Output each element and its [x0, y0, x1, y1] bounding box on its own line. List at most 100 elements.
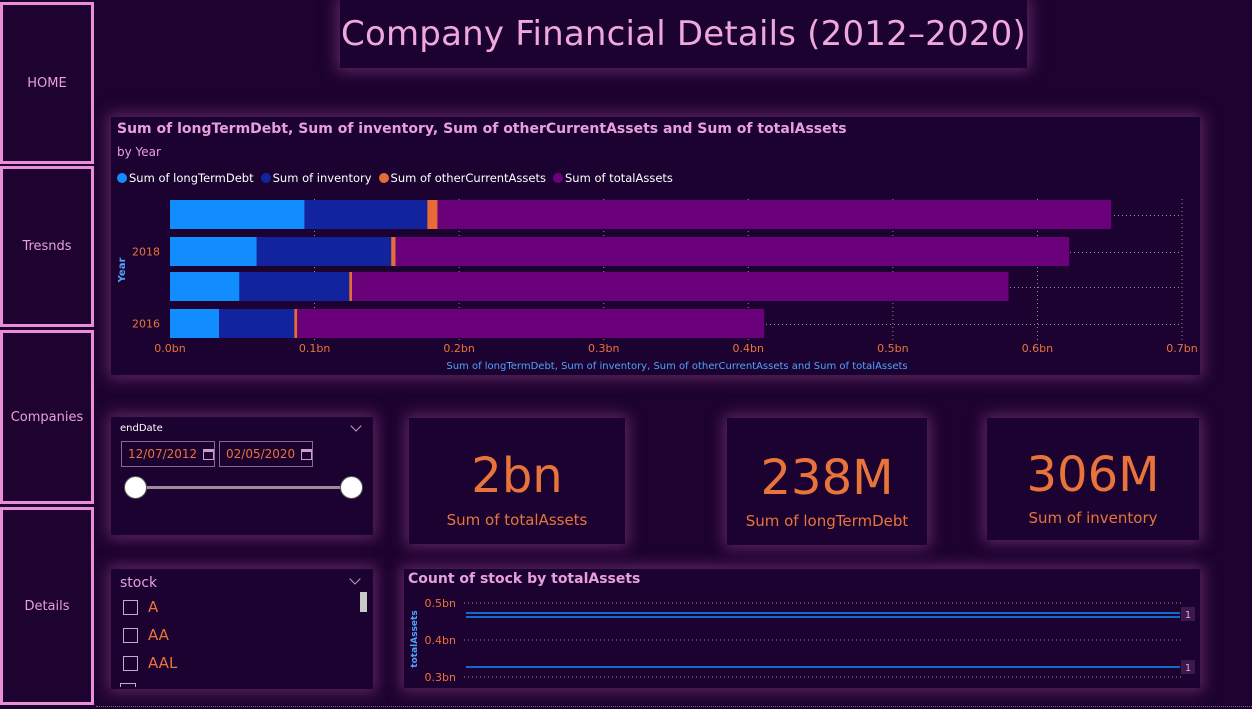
nav-details-label: Details: [24, 598, 70, 614]
stock-option-label: AAL: [148, 654, 178, 672]
kpi-card-totalassets: 2bn Sum of totalAssets: [409, 418, 625, 544]
stock-slicer-label: stock: [120, 575, 158, 591]
page-bottom-divider: [96, 706, 1252, 707]
legend-item-othercurrentassets[interactable]: Sum of otherCurrentAssets: [378, 171, 546, 185]
nav-companies-button[interactable]: Companies: [0, 330, 94, 504]
main-chart-y-axis-label: Year: [117, 258, 128, 284]
count-chart-y-axis-label: totalAssets: [410, 610, 420, 667]
kpi-value-inventory: 306M: [1026, 447, 1160, 503]
legend-item-totalassets[interactable]: Sum of totalAssets: [553, 171, 673, 185]
checkbox-icon[interactable]: [123, 627, 138, 643]
bar-segment-longtermdebt[interactable]: [170, 309, 220, 338]
count-chart-y-tick: 0.5bn: [425, 597, 456, 610]
main-chart-x-tick: 0.6bn: [1022, 342, 1053, 355]
main-chart-x-tick: 0.5bn: [877, 342, 908, 355]
bar-segment-longtermdebt[interactable]: [170, 237, 257, 266]
stock-option-aal[interactable]: AAL: [123, 654, 177, 672]
bar-segment-totalassets[interactable]: [297, 309, 765, 338]
legend-dot-inventory: [260, 173, 271, 183]
kpi-card-longtermdebt: 238M Sum of longTermDebt: [727, 418, 927, 545]
bar-segment-inventory[interactable]: [304, 200, 428, 229]
bar-segment-longtermdebt[interactable]: [170, 200, 305, 229]
legend-label-longtermdebt: Sum of longTermDebt: [129, 171, 254, 185]
bar-segment-longtermdebt[interactable]: [170, 272, 240, 301]
count-chart-plot: totalAssets 0.5bn 0.4bn 0.3bn 1 1: [410, 597, 1195, 684]
chevron-down-icon[interactable]: [350, 420, 362, 432]
bar-segment-inventory[interactable]: [256, 237, 392, 266]
main-chart-x-tick: 0.2bn: [443, 342, 474, 355]
chevron-down-icon[interactable]: [349, 573, 361, 585]
checkbox-icon[interactable]: [123, 599, 138, 615]
main-chart-x-axis-label: Sum of longTermDebt, Sum of inventory, S…: [446, 361, 907, 372]
date-range-end-handle[interactable]: [340, 476, 363, 499]
date-range-slider-track[interactable]: [135, 486, 353, 489]
end-date-value: 02/05/2020: [226, 447, 296, 461]
legend-dot-longtermdebt: [117, 173, 127, 183]
stock-option-aa[interactable]: AA: [123, 626, 169, 644]
bar-segment-othercurrentassets[interactable]: [391, 237, 396, 266]
count-chart-panel[interactable]: Count of stock by totalAssets totalAsset…: [404, 569, 1200, 688]
bar-segment-inventory[interactable]: [239, 272, 350, 301]
checkbox-icon[interactable]: [123, 655, 138, 671]
bar-segment-othercurrentassets[interactable]: [349, 272, 353, 301]
kpi-value-totalassets: 2bn: [471, 448, 563, 504]
stock-option-a[interactable]: A: [123, 598, 158, 616]
nav-home-label: HOME: [27, 75, 67, 91]
main-chart-x-tick: 0.1bn: [299, 342, 330, 355]
nav-details-button[interactable]: Details: [0, 507, 94, 705]
legend-dot-totalassets: [553, 173, 563, 183]
legend-item-inventory[interactable]: Sum of inventory: [260, 171, 372, 185]
main-chart-x-tick: 0.7bn: [1166, 342, 1197, 355]
main-chart-legend: Sum of longTermDebt Sum of inventory Sum…: [117, 171, 673, 185]
kpi-label-totalassets: Sum of totalAssets: [446, 511, 588, 529]
bar-segment-othercurrentassets[interactable]: [294, 309, 298, 338]
checkbox-icon: [120, 683, 136, 687]
start-date-input[interactable]: 12/07/2012: [121, 441, 215, 467]
main-bar-chart-panel[interactable]: Sum of longTermDebt, Sum of inventory, S…: [111, 117, 1200, 375]
stock-option-label: AA: [148, 626, 169, 644]
calendar-icon[interactable]: [301, 448, 312, 460]
count-chart-y-tick: 0.3bn: [425, 671, 456, 684]
calendar-icon[interactable]: [203, 448, 214, 460]
count-chart-y-tick: 0.4bn: [425, 634, 456, 647]
nav-trends-label: Tresnds: [22, 239, 72, 254]
legend-label-totalassets: Sum of totalAssets: [565, 171, 673, 185]
end-date-input[interactable]: 02/05/2020: [219, 441, 313, 467]
main-chart-x-tick: 0.0bn: [154, 342, 185, 355]
count-chart-data-label-bg: [1181, 660, 1195, 674]
bar-segment-inventory[interactable]: [219, 309, 295, 338]
bar-segment-othercurrentassets[interactable]: [427, 200, 438, 229]
bar-segment-totalassets[interactable]: [395, 237, 1070, 266]
page-title-box: Company Financial Details (2012–2020): [340, 0, 1027, 68]
nav-trends-button[interactable]: Tresnds: [0, 166, 94, 327]
date-range-start-handle[interactable]: [124, 476, 147, 499]
date-slicer-panel: endDate 12/07/2012 02/05/2020: [111, 417, 373, 535]
legend-item-longtermdebt[interactable]: Sum of longTermDebt: [117, 171, 254, 185]
count-chart-data-label-bg: [1181, 607, 1195, 621]
count-chart-title: Count of stock by totalAssets: [408, 571, 641, 587]
kpi-card-inventory: 306M Sum of inventory: [987, 418, 1199, 540]
main-chart-title: Sum of longTermDebt, Sum of inventory, S…: [117, 121, 847, 137]
nav-home-button[interactable]: HOME: [0, 2, 94, 164]
slicer-scrollbar[interactable]: [360, 592, 367, 612]
legend-label-othercurrentassets: Sum of otherCurrentAssets: [390, 171, 546, 185]
count-chart-data-label: 1: [1185, 663, 1191, 674]
bar-segment-totalassets[interactable]: [352, 272, 1009, 301]
count-chart-data-label: 1: [1185, 610, 1191, 621]
main-chart-x-tick: 0.3bn: [588, 342, 619, 355]
stock-option-label: A: [148, 598, 159, 616]
main-chart-y-tick: 2016: [132, 318, 160, 331]
kpi-label-inventory: Sum of inventory: [1028, 509, 1158, 527]
legend-dot-othercurrentassets: [378, 173, 389, 183]
kpi-label-longtermdebt: Sum of longTermDebt: [745, 512, 909, 530]
start-date-value: 12/07/2012: [128, 447, 198, 461]
kpi-value-longtermdebt: 238M: [760, 450, 894, 506]
bar-segment-totalassets[interactable]: [437, 200, 1112, 229]
page-title: Company Financial Details (2012–2020): [341, 14, 1026, 54]
main-chart-plot: Year Sum of longTermDebt, Sum of invento…: [117, 199, 1198, 372]
main-chart-subtitle: by Year: [117, 145, 161, 159]
main-chart-x-tick: 0.4bn: [733, 342, 764, 355]
stock-slicer-panel: stock A AA AAL: [111, 569, 373, 689]
date-slicer-label: endDate: [120, 423, 163, 434]
main-chart-y-tick: 2018: [132, 246, 160, 259]
